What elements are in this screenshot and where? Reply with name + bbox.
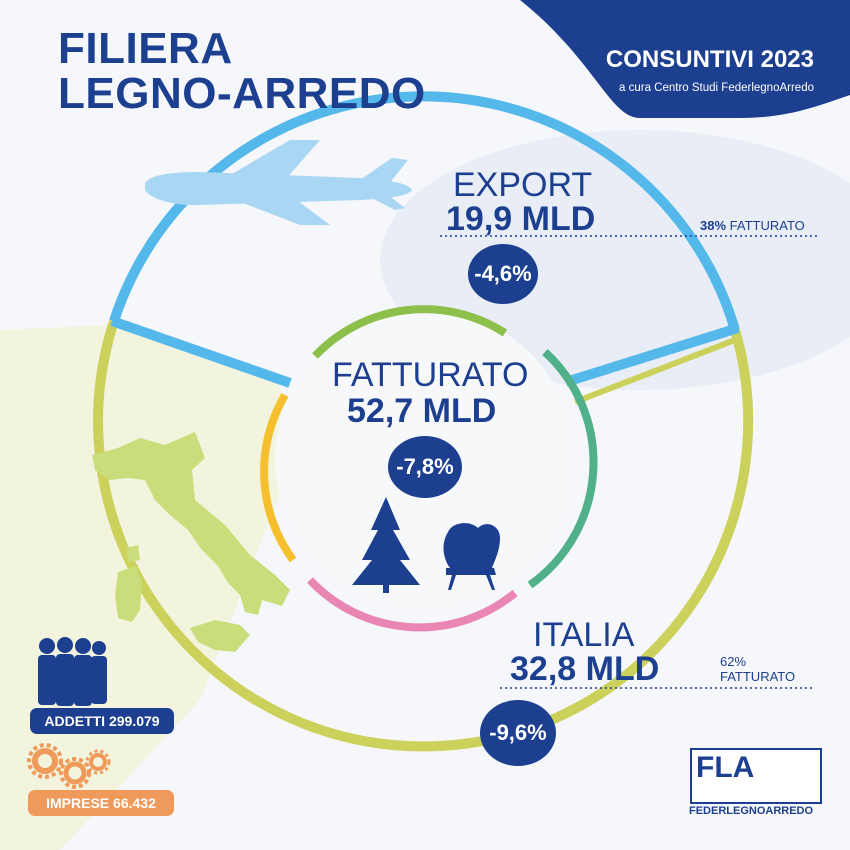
- italia-share-word: FATTURATO: [720, 668, 796, 684]
- italia-share-pct: 62%: [720, 654, 747, 669]
- report-subtitle: a cura Centro Studi FederlegnoArredo: [619, 82, 814, 94]
- italy-map-icon: [92, 432, 290, 652]
- export-share-pct: 38%: [700, 218, 727, 233]
- separator-right-lime: [573, 335, 742, 405]
- fatturato-value: 52,7 MLD: [347, 392, 497, 430]
- fla-logo-mark: FLA: [696, 751, 755, 784]
- italia-label: ITALIA: [533, 616, 635, 654]
- gears-icon: [27, 743, 111, 789]
- report-title: CONSUNTIVI 2023: [605, 46, 814, 73]
- armchair-icon: [443, 523, 500, 590]
- export-share-word: FATTURATO: [729, 218, 805, 233]
- inner-arc-teal: [527, 349, 598, 589]
- fla-logo: FLA: [690, 748, 822, 804]
- export-label: EXPORT: [453, 166, 593, 204]
- people-icon: [38, 637, 107, 706]
- title-line-1: FILIERA: [58, 24, 233, 73]
- italia-share: 62% FATTURATO: [720, 654, 796, 685]
- fla-logo-name: FEDERLEGNOARREDO: [689, 805, 814, 817]
- export-ring-arc: [109, 91, 740, 332]
- separator-left: [110, 316, 292, 388]
- tree-icon: [352, 497, 420, 593]
- airplane-icon: [145, 140, 412, 225]
- imprese-pill: IMPRESE 66.432: [28, 790, 174, 816]
- addetti-pill: ADDETTI 299.079: [30, 708, 174, 734]
- export-share: 38% FATTURATO: [700, 218, 805, 234]
- italia-ring-arc: [93, 319, 754, 752]
- inner-arc-green: [312, 305, 508, 359]
- inner-arc-pink: [307, 577, 518, 632]
- title-line-2: LEGNO-ARREDO: [58, 69, 426, 118]
- fatturato-label: FATTURATO: [332, 356, 529, 394]
- inner-arc-yellow: [260, 392, 297, 563]
- header-wave: [520, 0, 850, 118]
- export-change-badge: -4,6%: [468, 244, 538, 304]
- italia-change-badge: -9,6%: [480, 700, 556, 766]
- italia-value: 32,8 MLD: [510, 650, 660, 688]
- fatturato-change-badge: -7,8%: [388, 436, 462, 498]
- separator-right: [564, 323, 740, 387]
- export-value: 19,9 MLD: [446, 200, 596, 238]
